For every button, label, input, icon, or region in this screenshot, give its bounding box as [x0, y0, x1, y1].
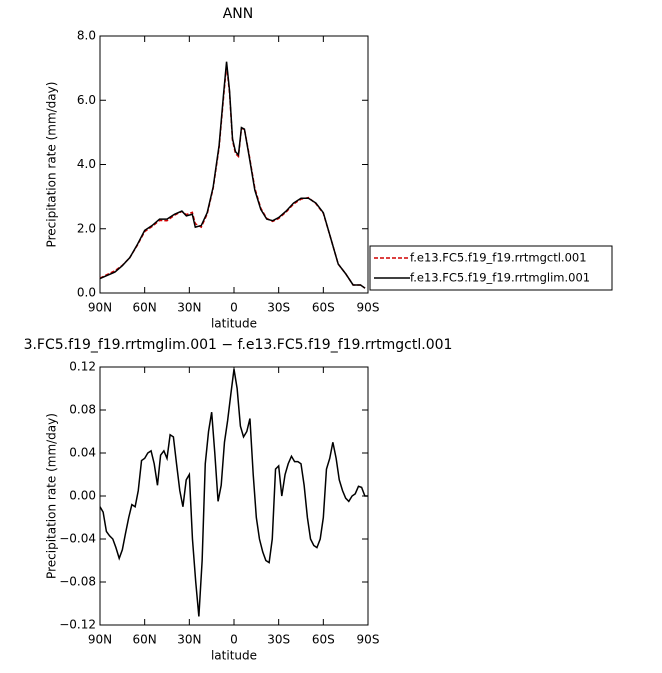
y-tick-label: 8.0: [77, 29, 96, 43]
x-tick-label: 90S: [357, 301, 380, 315]
y-tick-label: 0.0: [77, 286, 96, 300]
chart-title: 3.FC5.f19_f19.rrtmglim.001 − f.e13.FC5.f…: [24, 337, 453, 353]
y-axis-label: Precipitation rate (mm/day): [45, 413, 59, 579]
x-tick-label: 30S: [267, 633, 290, 647]
y-tick-label: 0.00: [69, 489, 96, 503]
x-tick-label: 0: [230, 633, 238, 647]
x-axis-label: latitude: [211, 317, 257, 331]
y-tick-label: 0.04: [69, 446, 96, 460]
x-axis-label: latitude: [211, 649, 257, 663]
y-tick-label: 6.0: [77, 93, 96, 107]
y-tick-label: 0.08: [69, 403, 96, 417]
legend-label: f.e13.FC5.f19_f19.rrtmgctl.001: [410, 251, 587, 265]
y-tick-label: 2.0: [77, 221, 96, 235]
y-tick-label: −0.04: [59, 532, 96, 546]
data-line: [99, 64, 366, 289]
x-tick-label: 60S: [312, 301, 335, 315]
legend-label: f.e13.FC5.f19_f19.rrtmglim.001: [410, 271, 590, 285]
x-tick-label: 90N: [88, 633, 112, 647]
plot-frame: [99, 366, 369, 626]
x-tick-label: 60N: [133, 633, 157, 647]
x-tick-label: 60N: [133, 301, 157, 315]
x-tick-label: 60S: [312, 633, 335, 647]
x-tick-label: 30N: [177, 633, 201, 647]
x-tick-label: 30N: [177, 301, 201, 315]
data-line: [99, 61, 366, 289]
x-tick-label: 90S: [357, 633, 380, 647]
x-tick-label: 90N: [88, 301, 112, 315]
y-tick-label: 0.12: [69, 360, 96, 374]
y-tick-label: −0.08: [59, 575, 96, 589]
x-tick-label: 0: [230, 301, 238, 315]
y-axis-label: Precipitation rate (mm/day): [45, 82, 59, 248]
legend-box: [369, 245, 613, 291]
plot-frame: [99, 35, 369, 294]
y-tick-label: −0.12: [59, 618, 96, 632]
data-line: [99, 369, 368, 617]
chart-title: ANN: [223, 6, 254, 22]
x-tick-label: 30S: [267, 301, 290, 315]
y-tick-label: 4.0: [77, 157, 96, 171]
